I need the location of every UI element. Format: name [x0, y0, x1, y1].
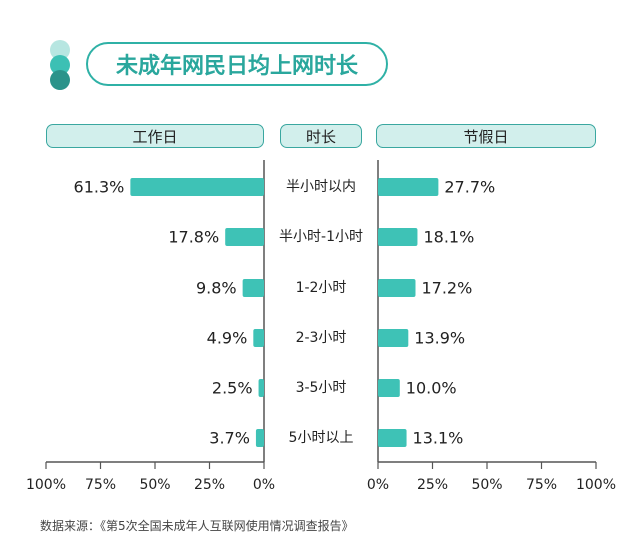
workday-bar — [225, 228, 264, 246]
right-tick-label: 50% — [471, 477, 502, 493]
workday-value-label: 3.7% — [209, 429, 250, 448]
left-tick-label: 25% — [194, 477, 225, 493]
left-tick-label: 100% — [26, 477, 66, 493]
right-tick-label: 100% — [576, 477, 616, 493]
holiday-bar — [378, 279, 416, 297]
dot-icon — [50, 70, 70, 90]
holiday-value-label: 27.7% — [444, 178, 495, 197]
chart-title: 未成年网民日均上网时长 — [86, 42, 388, 86]
holiday-bar — [378, 228, 418, 246]
holiday-value-label: 13.1% — [413, 429, 464, 448]
workday-bar — [242, 279, 264, 297]
workday-value-label: 61.3% — [74, 178, 125, 197]
header-workday: 工作日 — [46, 124, 264, 148]
left-tick-label: 50% — [139, 477, 170, 493]
workday-bar — [130, 178, 264, 196]
category-label: 1-2小时 — [296, 280, 347, 296]
workday-bar — [253, 329, 264, 347]
holiday-bar — [378, 379, 400, 397]
source-note: 数据来源：《第5次全国未成年人互联网使用情况调查报告》 — [40, 519, 354, 533]
holiday-bar — [378, 178, 439, 196]
workday-value-label: 4.9% — [207, 329, 248, 348]
holiday-value-label: 17.2% — [421, 279, 472, 298]
category-label: 半小时以内 — [286, 179, 356, 195]
left-tick-label: 75% — [85, 477, 116, 493]
header-duration: 时长 — [280, 124, 362, 148]
workday-value-label: 17.8% — [168, 228, 219, 247]
holiday-bar — [378, 429, 407, 447]
workday-bar — [258, 379, 264, 397]
right-tick-label: 0% — [367, 477, 389, 493]
workday-value-label: 2.5% — [212, 379, 253, 398]
left-tick-label: 0% — [253, 477, 275, 493]
category-label: 5小时以上 — [289, 430, 354, 446]
holiday-value-label: 13.9% — [414, 329, 465, 348]
header-holiday: 节假日 — [376, 124, 596, 148]
category-label: 2-3小时 — [296, 330, 347, 346]
workday-bar — [255, 429, 264, 447]
right-tick-label: 25% — [417, 477, 448, 493]
right-tick-label: 75% — [526, 477, 557, 493]
category-label: 3-5小时 — [296, 380, 347, 396]
holiday-value-label: 10.0% — [406, 379, 457, 398]
workday-value-label: 9.8% — [196, 279, 237, 298]
holiday-bar — [378, 329, 409, 347]
category-label: 半小时-1小时 — [279, 229, 363, 245]
holiday-value-label: 18.1% — [423, 228, 474, 247]
